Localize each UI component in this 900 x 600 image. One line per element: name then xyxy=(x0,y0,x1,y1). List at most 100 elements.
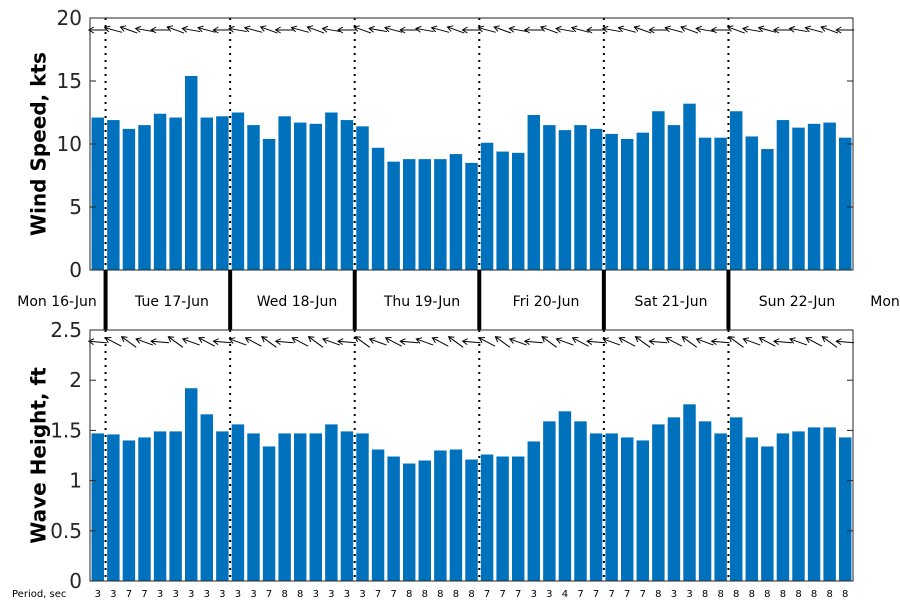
bar xyxy=(325,424,338,581)
bar xyxy=(636,132,650,270)
wind-direction-arrow-icon xyxy=(772,26,792,34)
period-value: 3 xyxy=(219,589,225,600)
wind-direction-arrow-icon xyxy=(150,26,170,34)
period-value: 8 xyxy=(733,589,739,600)
wind-direction-arrow-icon xyxy=(805,336,823,347)
bar xyxy=(823,427,836,581)
wind-direction-arrow-icon xyxy=(291,336,309,347)
period-value: 3 xyxy=(95,589,101,600)
y-tick-label: 5 xyxy=(69,195,82,219)
bar xyxy=(605,133,618,270)
period-value: 8 xyxy=(468,589,474,600)
wind-direction-arrow-icon xyxy=(135,337,154,346)
bar xyxy=(387,161,400,270)
wave-height-bars xyxy=(91,388,852,581)
wind-direction-arrow-icon xyxy=(336,338,356,346)
bar xyxy=(620,437,634,581)
bar xyxy=(652,111,665,271)
wave-y-axis-label: Wave Height, ft xyxy=(27,367,51,544)
bar xyxy=(216,431,229,581)
wind-direction-arrow-icon xyxy=(87,338,107,346)
bar xyxy=(776,433,790,581)
bar xyxy=(418,159,432,270)
wind-direction-arrow-icon xyxy=(665,336,683,347)
day-label: Thu 19-Jun xyxy=(383,294,460,310)
bar xyxy=(434,450,447,581)
bar xyxy=(558,130,572,270)
bar xyxy=(652,424,665,581)
wind-direction-arrow-icon xyxy=(261,336,277,348)
wind-direction-arrow-icon xyxy=(617,25,637,33)
period-value: 3 xyxy=(546,589,552,600)
bar xyxy=(91,433,105,581)
bar xyxy=(91,117,105,270)
period-value: 8 xyxy=(811,589,817,600)
wind-direction-arrow-icon xyxy=(431,336,449,347)
period-value: 7 xyxy=(624,589,630,600)
period-value: 8 xyxy=(422,589,428,600)
wind-speed-bars xyxy=(91,75,852,271)
period-value: 8 xyxy=(453,589,459,600)
bar xyxy=(122,128,136,270)
wind-direction-arrow-icon xyxy=(680,25,699,34)
y-tick-label: 1.5 xyxy=(50,418,82,442)
bar xyxy=(200,117,214,270)
bar xyxy=(496,151,509,270)
wind-direction-arrow-icon xyxy=(447,336,464,348)
bar xyxy=(729,111,743,271)
wind-direction-arrow-icon xyxy=(181,25,201,33)
wind-direction-arrow-icon xyxy=(119,25,138,34)
period-value: 8 xyxy=(406,589,412,600)
wind-direction-arrow-icon xyxy=(508,25,528,33)
y-tick-label: 0 xyxy=(69,569,82,593)
period-value: 8 xyxy=(780,589,786,600)
period-value: 3 xyxy=(110,589,116,600)
bar xyxy=(340,431,354,581)
wind-direction-arrow-icon xyxy=(134,25,154,33)
wave-y-axis-ticks: 0 0.5 1 1.5 2 2.5 xyxy=(50,318,853,593)
period-value: 7 xyxy=(484,589,490,600)
period-value: 3 xyxy=(531,589,537,600)
period-value: 3 xyxy=(671,589,677,600)
bar xyxy=(667,125,681,270)
bar xyxy=(714,433,727,581)
wind-day-dotted-lines xyxy=(104,18,730,270)
wind-direction-arrow-icon xyxy=(167,336,184,348)
wind-direction-arrow-icon xyxy=(664,25,683,33)
wind-direction-arrow-icon xyxy=(368,337,387,346)
period-value: 8 xyxy=(297,589,303,600)
wind-direction-arrow-icon xyxy=(103,25,123,33)
bar xyxy=(325,112,338,270)
period-value: 3 xyxy=(204,589,210,600)
bar xyxy=(465,459,478,581)
wind-direction-arrow-icon xyxy=(821,336,838,348)
day-label-band: Mon 16-Jun Tue 17-Jun Wed 18-Jun Thu 19-Jun… xyxy=(17,270,900,330)
wind-direction-arrow-icon xyxy=(430,25,450,33)
wind-direction-arrow-icon xyxy=(306,25,325,34)
bar xyxy=(434,159,447,270)
bar xyxy=(122,440,136,581)
wind-direction-arrow-icon xyxy=(336,26,356,34)
bar xyxy=(293,122,307,270)
bar xyxy=(184,75,198,271)
bar xyxy=(480,142,494,270)
bar xyxy=(745,437,759,581)
wind-direction-arrow-icon xyxy=(197,336,215,347)
period-value: 7 xyxy=(126,589,132,600)
period-label: Period, sec xyxy=(12,589,66,600)
bar xyxy=(309,123,323,270)
bar xyxy=(278,433,291,581)
y-tick-label: 0.5 xyxy=(50,519,82,543)
wind-direction-arrow-icon xyxy=(710,26,730,34)
wind-direction-arrow-icon xyxy=(494,336,511,348)
y-tick-label: 20 xyxy=(57,6,82,30)
bar xyxy=(402,463,416,581)
bar xyxy=(449,154,463,270)
period-value: 7 xyxy=(515,589,521,600)
wind-direction-arrow-icon xyxy=(728,336,744,348)
period-value: 7 xyxy=(593,589,599,600)
wind-direction-arrow-icon xyxy=(523,26,543,34)
period-value: 8 xyxy=(749,589,755,600)
bar xyxy=(620,138,634,270)
